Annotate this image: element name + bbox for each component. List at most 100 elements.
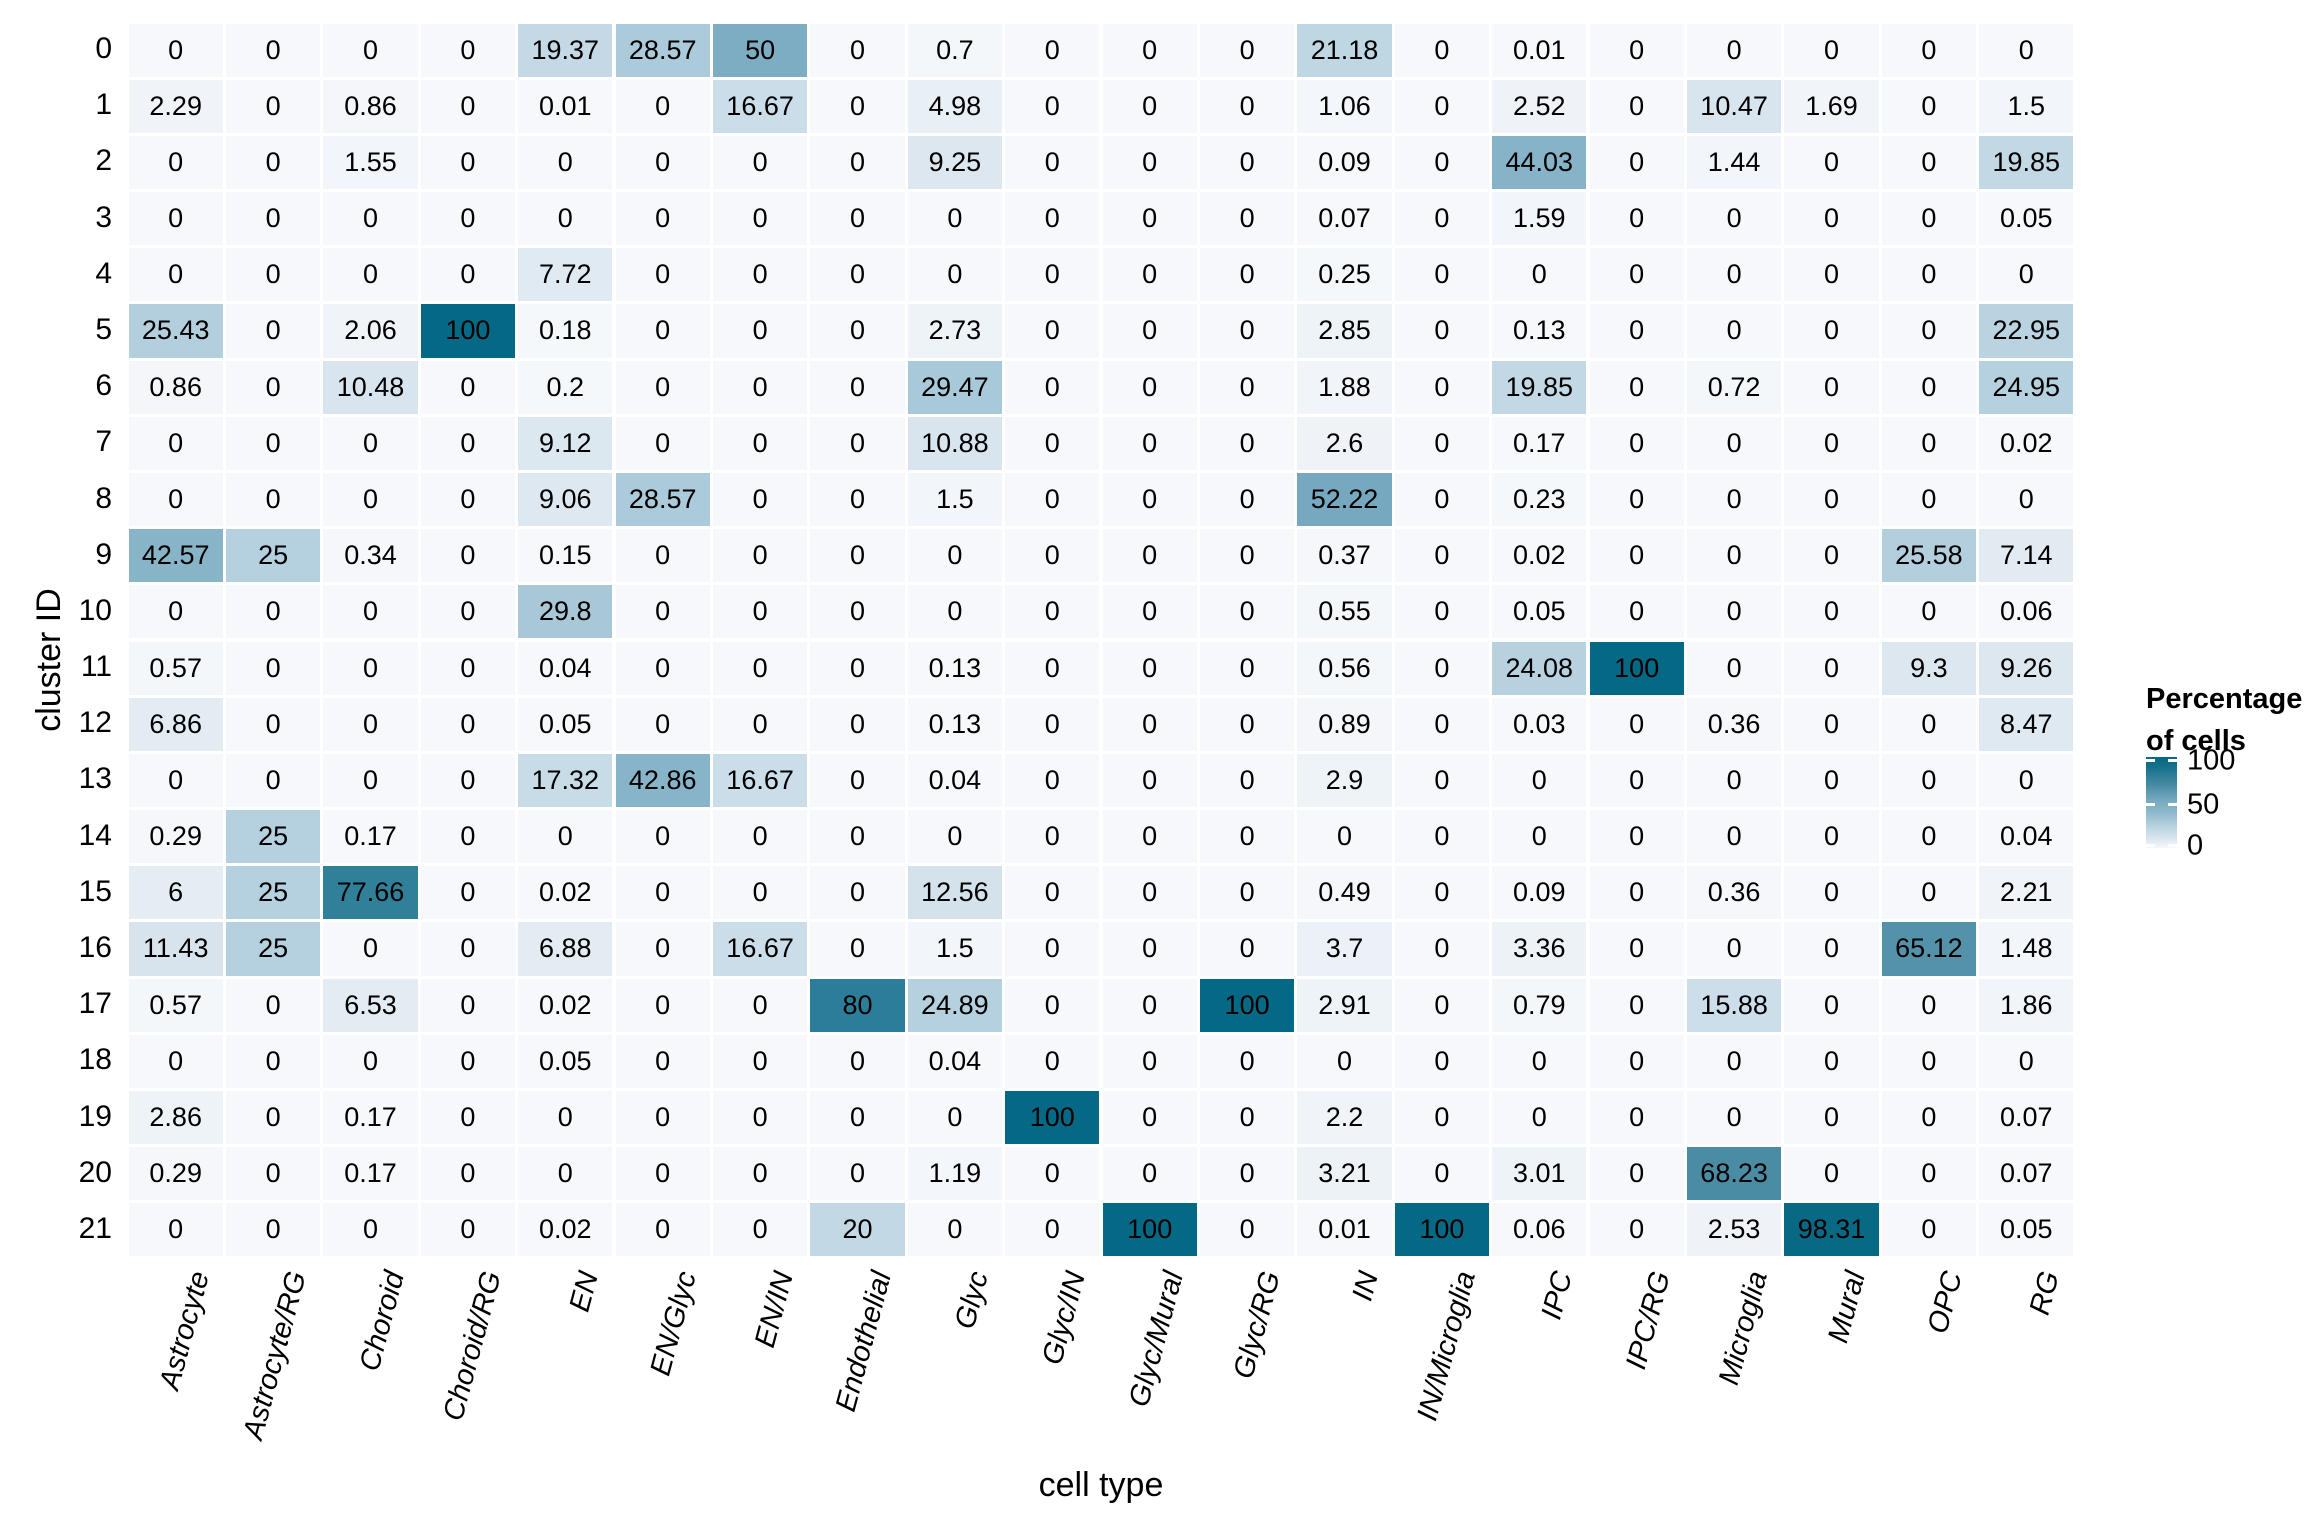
heatmap-cell: 0.04 (1979, 810, 2074, 864)
heatmap-cell: 1.5 (1979, 79, 2074, 133)
heatmap-cell: 0.02 (1492, 529, 1587, 583)
heatmap-cell: 0 (1589, 922, 1684, 976)
heatmap-cell: 0 (1199, 866, 1295, 920)
heatmap-cell: 0 (712, 810, 808, 864)
heatmap-cell: 0 (907, 1203, 1003, 1257)
heatmap-cell: 0.07 (1297, 192, 1392, 246)
heatmap-cell: 7.14 (1979, 529, 2074, 583)
heatmap-cell: 0 (1394, 1147, 1490, 1201)
heatmap-cell: 0 (1686, 529, 1782, 583)
y-tick-label: 14 (78, 818, 112, 852)
heatmap-cell: 0 (1394, 23, 1490, 77)
legend-tick-mark (2146, 844, 2155, 847)
heatmap-cell: 0 (1199, 641, 1295, 695)
heatmap-cell: 0 (420, 472, 516, 527)
heatmap-cell: 0.2 (518, 360, 613, 414)
legend-tick-mark (2146, 802, 2155, 806)
heatmap-cell: 100 (1005, 1090, 1100, 1145)
heatmap-cell: 10.48 (323, 360, 418, 414)
heatmap-cell: 2.53 (1686, 1203, 1782, 1257)
heatmap-cell: 0 (615, 641, 710, 695)
x-tick-label: EN/IN (749, 1268, 801, 1351)
heatmap-cell: 0 (907, 585, 1003, 639)
heatmap-cell: 0 (712, 304, 808, 358)
heatmap-cell: 1.44 (1686, 135, 1782, 190)
y-tick-label: 10 (78, 593, 112, 627)
heatmap-cell: 0 (1784, 810, 1879, 864)
heatmap-cell: 0 (1784, 585, 1879, 639)
heatmap-cell: 100 (1102, 1203, 1197, 1257)
legend-tick-mark (2168, 844, 2177, 847)
x-tick-label: Glyc/IN (1036, 1268, 1093, 1369)
heatmap-cell: 0 (1589, 978, 1684, 1032)
heatmap-cell: 22.95 (1979, 304, 2074, 358)
heatmap-cell: 0 (615, 810, 710, 864)
heatmap-cell: 0 (1102, 23, 1197, 77)
heatmap-cell: 0 (1686, 416, 1782, 470)
heatmap-cell: 0 (128, 248, 223, 302)
heatmap-cell: 0.06 (1492, 1203, 1587, 1257)
heatmap-cell: 0 (1881, 1034, 1977, 1088)
heatmap-cell: 0 (225, 753, 321, 808)
heatmap-cell: 0.05 (1492, 585, 1587, 639)
heatmap-cell: 0 (1394, 472, 1490, 527)
heatmap-cell: 0 (810, 1034, 905, 1088)
legend-title-line: Percentage (2146, 683, 2303, 715)
heatmap-cell: 0 (1005, 978, 1100, 1032)
heatmap-cell: 0 (1784, 866, 1879, 920)
heatmap-cell: 9.3 (1881, 641, 1977, 695)
heatmap-cell: 0 (712, 585, 808, 639)
heatmap-cell: 0 (810, 641, 905, 695)
legend-tick-label: 50 (2187, 788, 2220, 820)
heatmap-cell: 0 (1394, 135, 1490, 190)
heatmap-cell: 24.08 (1492, 641, 1587, 695)
x-axis-title: cell type (1038, 1466, 1164, 1504)
heatmap-cell: 0 (810, 192, 905, 246)
heatmap-cell: 0.13 (907, 697, 1003, 751)
heatmap-cell: 25 (225, 529, 321, 583)
heatmap-cell: 16.67 (712, 922, 808, 976)
heatmap-cell: 0 (1589, 23, 1684, 77)
heatmap-cell: 0 (128, 585, 223, 639)
heatmap-cell: 0 (1394, 360, 1490, 414)
heatmap-cell: 0 (712, 248, 808, 302)
heatmap-cell: 0 (907, 1090, 1003, 1145)
x-tick-label: Glyc/RG (1227, 1268, 1288, 1383)
heatmap-cell: 0 (615, 585, 710, 639)
heatmap-cell: 16.67 (712, 753, 808, 808)
x-tick-label: EN (563, 1268, 606, 1316)
heatmap-cell: 100 (1589, 641, 1684, 695)
heatmap-cell: 0 (1784, 360, 1879, 414)
heatmap-cell: 0 (1881, 697, 1977, 751)
heatmap-cell: 0 (1005, 304, 1100, 358)
heatmap-cell: 0.17 (1492, 416, 1587, 470)
heatmap-cell: 0 (1881, 135, 1977, 190)
heatmap-cell: 0 (615, 978, 710, 1032)
y-tick-label: 1 (95, 88, 112, 122)
heatmap-cell: 0.17 (323, 1090, 418, 1145)
heatmap-cell: 0 (1589, 866, 1684, 920)
legend-tick-mark (2168, 802, 2177, 806)
y-tick-label: 8 (95, 481, 112, 515)
heatmap-cell: 0 (1102, 1034, 1197, 1088)
heatmap-cell: 0 (420, 23, 516, 77)
heatmap-cell: 3.01 (1492, 1147, 1587, 1201)
heatmap-cell: 0 (1881, 472, 1977, 527)
heatmap-cell: 0 (1589, 810, 1684, 864)
heatmap-cell: 0 (615, 1147, 710, 1201)
heatmap-cell: 0 (810, 922, 905, 976)
heatmap-cell: 0 (225, 248, 321, 302)
heatmap-cell: 0 (1005, 416, 1100, 470)
heatmap-cell: 0 (420, 248, 516, 302)
heatmap-cell: 0 (810, 416, 905, 470)
heatmap-cell: 0 (1784, 472, 1879, 527)
heatmap-cell: 100 (1199, 978, 1295, 1032)
heatmap-cell: 0 (615, 135, 710, 190)
heatmap-cell: 0 (323, 1203, 418, 1257)
heatmap-cell: 0 (1784, 529, 1879, 583)
heatmap-cell: 0 (810, 1147, 905, 1201)
heatmap-cell: 9.06 (518, 472, 613, 527)
heatmap-cell: 0 (420, 753, 516, 808)
heatmap-cell: 0.02 (518, 1203, 613, 1257)
legend-tick-mark (2146, 759, 2155, 762)
